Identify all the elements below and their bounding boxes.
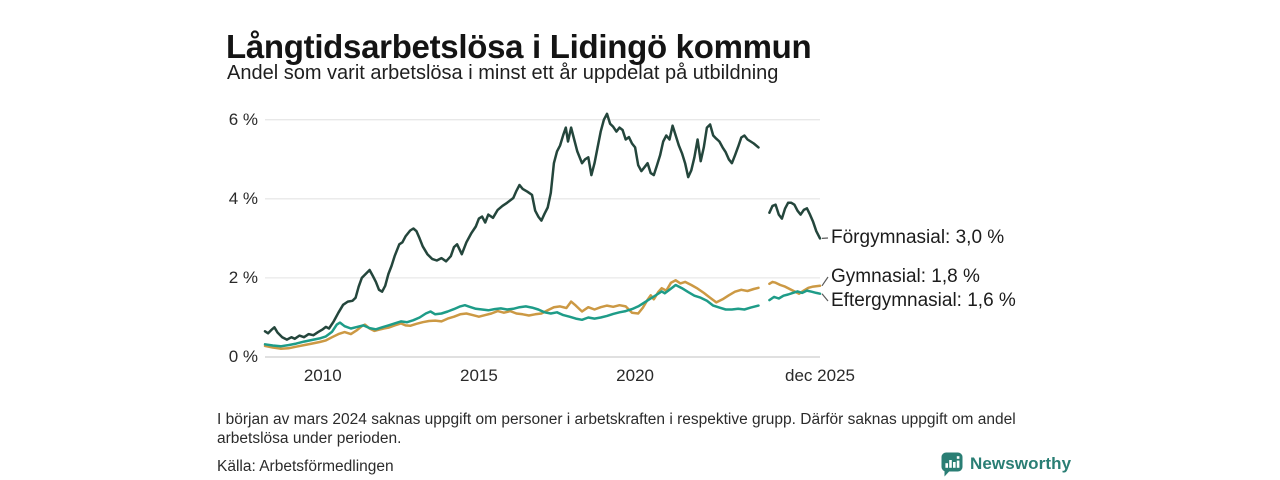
series-line-eftergymnasial-seg2	[768, 289, 822, 302]
newsworthy-wordmark: Newsworthy	[970, 454, 1072, 473]
series-label-eftergymnasial: Eftergymnasial: 1,6 %	[831, 290, 1016, 311]
x-tick-label-2020: 2020	[616, 366, 655, 385]
series-line-forgymnasial-seg2	[768, 201, 822, 240]
x-tick-label-2015: 2015	[460, 366, 498, 385]
footnote-text: I början av mars 2024 saknas uppgift om …	[217, 411, 1016, 447]
x-tick-label-dec-2025: dec 2025	[785, 366, 855, 385]
source-label: Källa: Arbetsförmedlingen	[217, 458, 394, 475]
series-label-forgymnasial: Förgymnasial: 3,0 %	[831, 227, 1005, 248]
series-line-eftergymnasial-seg1	[263, 283, 760, 348]
label-connector-eftergymnasial	[821, 293, 829, 302]
newsworthy-logo-link[interactable]: Newsworthy	[940, 451, 1071, 477]
series-line-forgymnasial-seg1	[263, 112, 760, 341]
page-subtitle: Andel som varit arbetslösa i minst ett å…	[227, 62, 779, 84]
series-line-gymnasial-seg2	[768, 280, 822, 295]
y-tick-label-2: 2 %	[228, 267, 258, 287]
series-label-gymnasial: Gymnasial: 1,8 %	[831, 266, 980, 287]
page-title: Långtidsarbetslösa i Lidingö kommun	[226, 28, 812, 66]
label-connector-gymnasial	[821, 276, 829, 287]
newsworthy-chart-bubble-icon	[941, 452, 963, 477]
x-tick-label-2010: 2010	[303, 366, 342, 385]
y-tick-label-6: 6 %	[228, 109, 258, 129]
series-line-gymnasial-seg1	[263, 279, 760, 350]
y-tick-label-4: 4 %	[228, 188, 258, 208]
y-tick-label-0: 0 %	[228, 347, 258, 366]
